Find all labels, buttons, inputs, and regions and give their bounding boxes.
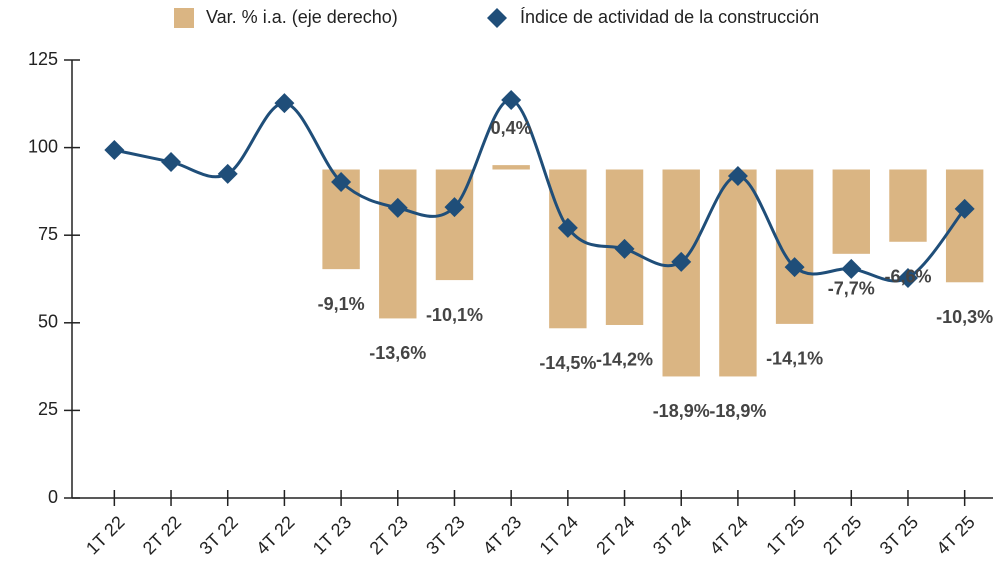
y-tick-label: 75 [38, 224, 58, 244]
y-tick-label: 0 [48, 487, 58, 507]
legend-label: Var. % i.a. (eje derecho) [206, 7, 398, 27]
legend-label: Índice de actividad de la construcción [520, 7, 819, 27]
x-tick-label: 3T 23 [422, 512, 468, 558]
x-tick-label: 4T 22 [252, 512, 298, 558]
value-label: -9,1% [318, 294, 365, 314]
marker [104, 140, 125, 161]
marker [784, 257, 805, 278]
marker [217, 163, 238, 184]
marker [444, 197, 465, 218]
y-tick-label: 125 [28, 49, 58, 69]
value-label: -14,2% [596, 350, 653, 370]
x-tick-label: 4T 24 [706, 512, 752, 558]
line [114, 98, 966, 283]
y-tick-label: 25 [38, 399, 58, 419]
x-tick-label: 4T 25 [932, 512, 978, 558]
value-label: -14,5% [539, 353, 596, 373]
bar [379, 169, 417, 319]
bar [492, 165, 530, 170]
marker [161, 151, 182, 172]
y-tick-label: 50 [38, 312, 58, 332]
marker [671, 251, 692, 272]
bar [719, 169, 757, 377]
bar [662, 169, 700, 377]
marker [841, 258, 862, 279]
x-tick-label: 2T 24 [592, 512, 638, 558]
y-tick-label: 100 [28, 136, 58, 156]
marker [274, 93, 295, 114]
value-label: -18,9% [709, 401, 766, 421]
value-label: -7,7% [828, 279, 875, 299]
x-tick-label: 2T 25 [819, 512, 865, 558]
x-tick-label: 3T 25 [876, 512, 922, 558]
x-tick-label: 1T 23 [309, 512, 355, 558]
value-label: -6,6% [884, 267, 931, 287]
marker [954, 198, 975, 219]
legend-marker [487, 8, 507, 28]
x-tick-label: 4T 23 [479, 512, 525, 558]
value-label: -10,1% [426, 305, 483, 325]
marker [501, 89, 522, 110]
value-label: 0,4% [491, 118, 532, 138]
x-tick-label: 2T 22 [139, 512, 185, 558]
bar [549, 169, 587, 329]
value-label: -18,9% [653, 401, 710, 421]
x-tick-label: 3T 24 [649, 512, 695, 558]
bar [889, 169, 927, 242]
marker [614, 238, 635, 259]
value-label: -10,3% [936, 307, 993, 327]
marker [387, 197, 408, 218]
legend-swatch [174, 8, 194, 28]
x-tick-label: 1T 25 [762, 512, 808, 558]
marker [557, 217, 578, 238]
marker [727, 165, 748, 186]
x-tick-label: 1T 22 [82, 512, 128, 558]
x-tick-label: 1T 24 [536, 512, 582, 558]
x-tick-label: 2T 23 [366, 512, 412, 558]
bar [832, 169, 870, 254]
value-label: -14,1% [766, 349, 823, 369]
marker [897, 267, 918, 288]
marker [331, 171, 352, 192]
value-label: -13,6% [369, 343, 426, 363]
x-tick-label: 3T 22 [195, 512, 241, 558]
